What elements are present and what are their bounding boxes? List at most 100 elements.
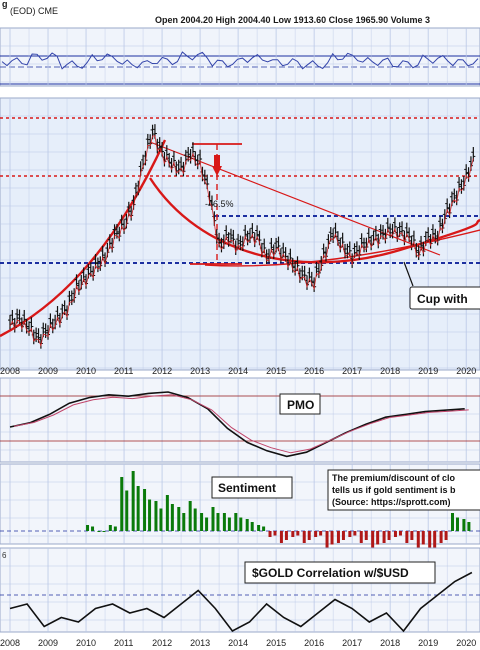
sentiment-bar	[227, 517, 231, 531]
pmo-signal-line	[13, 394, 469, 454]
sentiment-bar	[143, 489, 147, 531]
sentiment-bar	[284, 531, 288, 540]
sentiment-bar	[113, 526, 117, 531]
sentiment-bar	[371, 531, 375, 549]
cup-label-text: Cup with	[417, 292, 468, 306]
sentiment-bar	[410, 531, 414, 540]
sentiment-bar	[341, 531, 345, 540]
sentiment-bar	[467, 522, 471, 531]
sentiment-bar	[393, 531, 397, 537]
sentiment-bar	[91, 526, 95, 531]
year-label: 2008	[0, 638, 20, 648]
sentiment-bar	[250, 522, 254, 531]
sentiment-bar	[234, 513, 238, 531]
cup-curve-inner	[204, 229, 480, 267]
correlation-corner-tick: 6	[2, 551, 7, 560]
year-label: 2017	[342, 366, 362, 376]
sentiment-bar	[387, 531, 391, 540]
sentiment-bar	[302, 531, 306, 543]
sentiment-bar	[279, 531, 283, 543]
year-label: 2011	[114, 366, 133, 376]
sentiment-bar	[245, 519, 249, 531]
price-moving-average	[9, 135, 474, 347]
sentiment-bar	[165, 495, 169, 531]
price-bars	[8, 124, 476, 349]
ohlc-text: Open 2004.20 High 2004.40 Low 1913.60 Cl…	[155, 15, 430, 25]
sentiment-bar	[193, 508, 197, 531]
year-label: 2008	[0, 366, 20, 376]
sentiment-bar	[216, 513, 220, 531]
sentiment-bar	[336, 531, 340, 543]
sentiment-bar	[325, 531, 329, 549]
year-label: 2014	[228, 638, 248, 648]
sentiment-bar	[239, 517, 243, 531]
year-label: 2019	[418, 638, 438, 648]
sentiment-bar	[450, 513, 454, 531]
pmo-line	[9, 391, 465, 458]
year-axis-top: 2008 2009 2010 2011 2012 2013 2014 2015 2016 2017…	[0, 366, 476, 376]
sentiment-bar	[136, 486, 140, 531]
sentiment-bar	[433, 531, 437, 549]
year-label: 2012	[152, 638, 172, 648]
sentiment-bar	[314, 531, 318, 537]
sentiment-bar	[205, 517, 209, 531]
cup-label-pointer	[403, 261, 414, 287]
year-label: 2015	[266, 366, 286, 376]
sentiment-bar	[353, 531, 357, 536]
sentiment-label-box	[211, 476, 293, 499]
sentiment-note-line-1: The premium/discount of clo	[332, 473, 456, 483]
year-label: 2020	[456, 366, 476, 376]
sentiment-bar	[439, 531, 443, 543]
sentiment-note-box	[327, 469, 480, 511]
year-label: 2013	[190, 366, 210, 376]
sentiment-bar	[268, 531, 272, 537]
year-label: 2016	[304, 366, 324, 376]
correlation-panel: 6 $GOLD Correlation w/$USD	[0, 547, 480, 633]
sentiment-note-line-2: tells us if gold sentiment is b	[332, 485, 456, 495]
sentiment-bar	[398, 531, 402, 536]
corner-glyph: g	[2, 0, 8, 9]
year-label: 2012	[152, 366, 172, 376]
sentiment-bar	[273, 531, 277, 536]
sentiment-bar	[291, 531, 295, 537]
sentiment-bar	[319, 531, 323, 536]
sentiment-bar	[108, 525, 112, 531]
year-label: 2009	[38, 366, 58, 376]
sentiment-bar	[131, 471, 135, 531]
sentiment-bar	[382, 531, 386, 543]
pmo-label: PMO	[287, 398, 314, 412]
year-label: 2011	[114, 638, 133, 648]
sentiment-bar	[348, 531, 352, 537]
sentiment-bar	[170, 504, 174, 531]
sentiment-bar	[364, 531, 368, 540]
year-label: 2019	[418, 366, 438, 376]
sentiment-bar	[86, 525, 90, 531]
sentiment-bar	[154, 501, 158, 531]
lip-curve	[0, 139, 167, 338]
sentiment-bar	[182, 513, 186, 531]
correlation-line	[9, 571, 473, 633]
sentiment-bar	[421, 531, 425, 545]
drawdown-label: -46.5%	[205, 199, 234, 209]
sentiment-bar	[159, 508, 163, 531]
sentiment-bar	[455, 517, 459, 531]
sentiment-bar	[97, 531, 101, 532]
sentiment-bar	[416, 531, 420, 549]
down-arrow-shaft	[214, 155, 220, 166]
sentiment-bars	[86, 471, 471, 555]
price-panel: -46.5% Cup with	[0, 97, 480, 371]
sentiment-label: Sentiment	[218, 481, 276, 495]
sentiment-panel: Sentiment The premium/discount of clo te…	[0, 463, 480, 555]
sentiment-bar	[148, 499, 152, 531]
sentiment-bar	[262, 526, 266, 531]
sentiment-bar	[125, 490, 129, 531]
year-label: 2013	[190, 638, 210, 648]
correlation-label-box	[244, 561, 436, 584]
cup-curve	[148, 177, 480, 264]
sentiment-bar	[359, 531, 363, 543]
year-label: 2009	[38, 638, 58, 648]
sentiment-bar	[296, 531, 300, 536]
sentiment-bar	[307, 531, 311, 540]
year-label: 2010	[76, 366, 96, 376]
sentiment-bar	[257, 525, 261, 531]
